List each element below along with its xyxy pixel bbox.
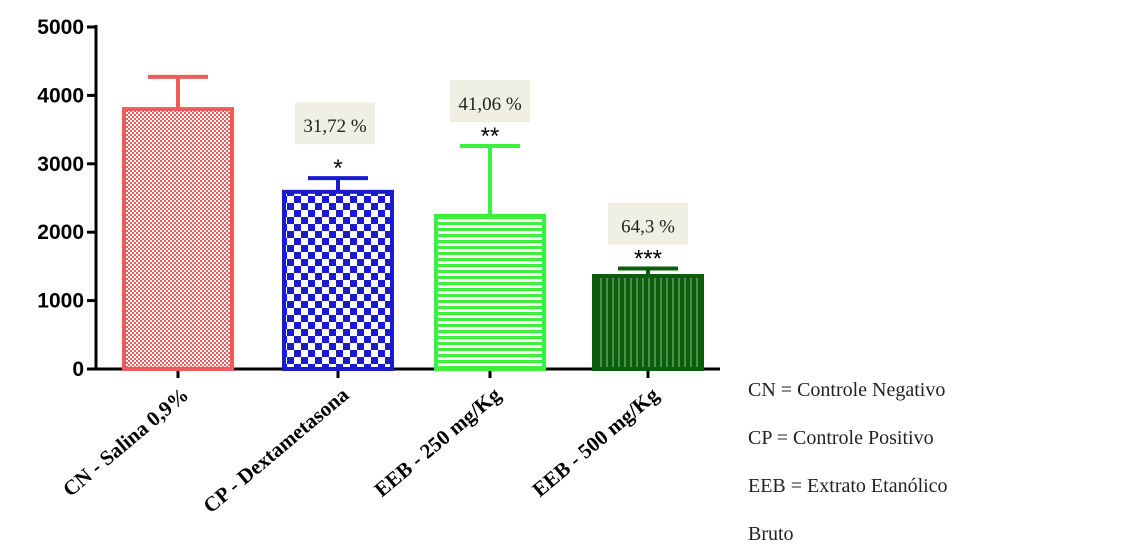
significance-label: *** bbox=[634, 245, 662, 272]
y-tick-label: 4000 bbox=[37, 84, 84, 107]
bar bbox=[434, 213, 546, 371]
y-tick-label: 2000 bbox=[37, 221, 84, 244]
y-tick-label: 3000 bbox=[37, 153, 84, 176]
bar bbox=[592, 273, 704, 372]
x-category-label: CN - Salina 0,9% bbox=[58, 382, 193, 501]
percent-label: 31,72 % bbox=[303, 116, 367, 137]
bar bbox=[282, 189, 394, 371]
x-category-label: EEB - 500 mg/Kg bbox=[528, 382, 664, 502]
legend-eeb: EEB = Extrato Etanólico bbox=[748, 475, 948, 497]
y-tick-label: 1000 bbox=[37, 290, 84, 313]
percent-label: 41,06 % bbox=[458, 94, 522, 115]
percent-box bbox=[295, 102, 375, 145]
legend-eeb-cont: Bruto bbox=[748, 523, 794, 545]
x-category-label: CP - Dextametasona bbox=[198, 382, 353, 518]
significance-label: * bbox=[333, 155, 342, 182]
percent-box bbox=[608, 202, 688, 245]
y-tick-label: 0 bbox=[72, 358, 84, 381]
bar-chart: 0 1000 2000 3000 4000 5000 CN - Salina 0,9% CP… bbox=[37, 16, 720, 518]
percent-box bbox=[450, 80, 530, 123]
percent-label: 64,3 % bbox=[621, 216, 675, 237]
legend-cn: CN = Controle Negativo bbox=[748, 379, 946, 401]
legend-cp: CP = Controle Positivo bbox=[748, 427, 934, 449]
legend: CN = Controle Negativo CP = Controle Pos… bbox=[748, 374, 1100, 558]
bar bbox=[122, 107, 234, 372]
significance-label: ** bbox=[481, 123, 500, 150]
x-category-label: EEB - 250 mg/Kg bbox=[370, 382, 506, 502]
y-tick-label: 5000 bbox=[37, 16, 84, 39]
